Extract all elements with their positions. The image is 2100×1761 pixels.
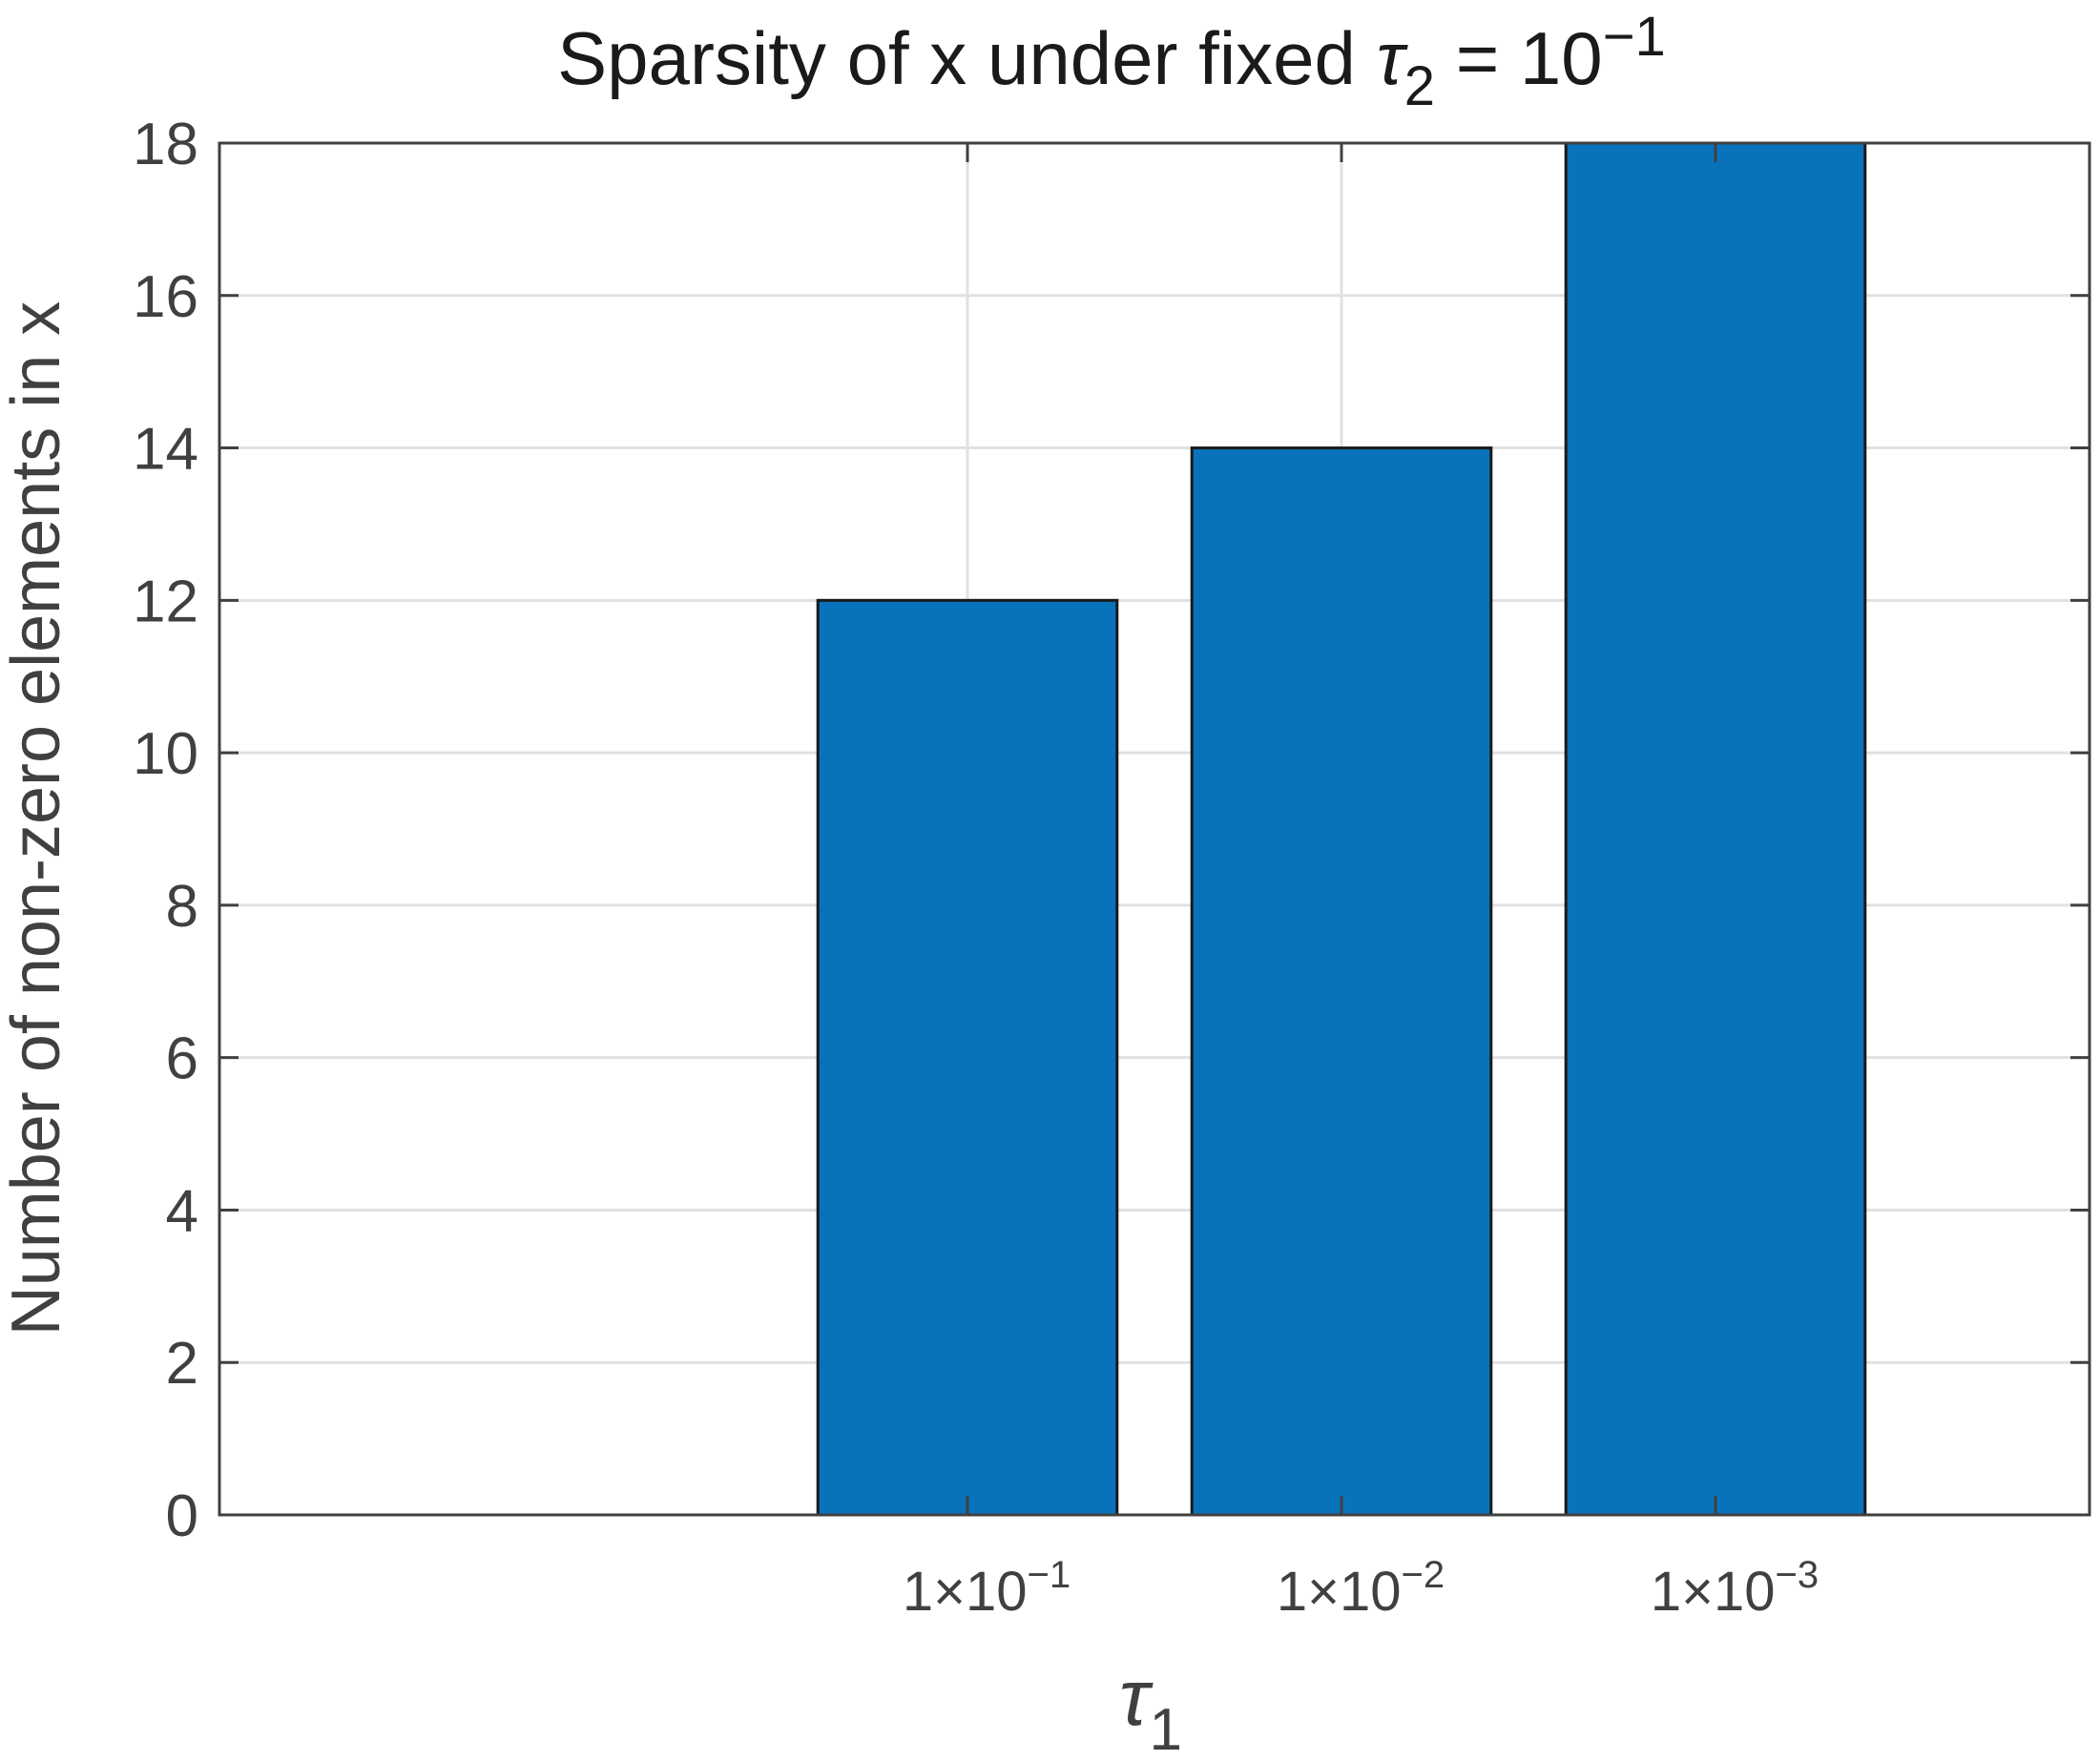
y-tick-label: 10 bbox=[133, 721, 198, 787]
x-tick-labels: 1×10−1 1×10−2 1×10−3 bbox=[903, 1554, 1819, 1623]
x-tick-label: 1×10−3 bbox=[1651, 1554, 1819, 1623]
x-tick-label: 1×10−2 bbox=[1277, 1554, 1445, 1623]
y-tick-label: 0 bbox=[166, 1483, 198, 1549]
x-tick-exponent: −1 bbox=[1028, 1554, 1071, 1596]
y-tick-label: 14 bbox=[133, 417, 198, 483]
y-tick-label: 16 bbox=[133, 264, 198, 330]
x-tick-exponent: −2 bbox=[1402, 1554, 1445, 1596]
y-tick-label: 6 bbox=[166, 1026, 198, 1092]
bar bbox=[816, 598, 1119, 1517]
title-equals: = 10 bbox=[1435, 16, 1603, 100]
bar bbox=[1190, 446, 1493, 1517]
y-tick-label: 12 bbox=[133, 569, 198, 634]
x-tick-mantissa: 1×10 bbox=[1651, 1561, 1776, 1623]
title-prefix: Sparsity of x under fixed bbox=[557, 16, 1376, 100]
y-tick-label: 18 bbox=[133, 112, 198, 177]
title-tau-subscript: 2 bbox=[1404, 55, 1435, 117]
y-tick-label: 2 bbox=[166, 1331, 198, 1397]
bar-layer bbox=[816, 141, 1867, 1517]
y-tick-labels: 0 2 4 6 8 10 12 14 16 18 bbox=[133, 112, 198, 1549]
x-tick-label: 1×10−1 bbox=[903, 1554, 1071, 1623]
chart-title: Sparsity of x under fixed τ2 = 10−1 bbox=[557, 6, 1666, 117]
title-superscript: −1 bbox=[1603, 6, 1666, 68]
y-tick-label: 8 bbox=[166, 874, 198, 940]
y-axis-label: Number of non-zero elements in x bbox=[0, 301, 74, 1336]
x-axis-tau-symbol: τ bbox=[1119, 1652, 1154, 1742]
x-tick-mantissa: 1×10 bbox=[1277, 1561, 1402, 1623]
title-tau-symbol: τ bbox=[1377, 16, 1409, 100]
x-axis-tau-subscript: 1 bbox=[1149, 1697, 1181, 1761]
tick-layer bbox=[219, 141, 2090, 1517]
x-axis-label: τ1 bbox=[1119, 1652, 1182, 1761]
x-tick-exponent: −3 bbox=[1776, 1554, 1819, 1596]
bar bbox=[1564, 141, 1867, 1517]
x-tick-mantissa: 1×10 bbox=[903, 1561, 1028, 1623]
plot-area-frame bbox=[218, 141, 2091, 1517]
y-tick-label: 4 bbox=[166, 1178, 198, 1244]
